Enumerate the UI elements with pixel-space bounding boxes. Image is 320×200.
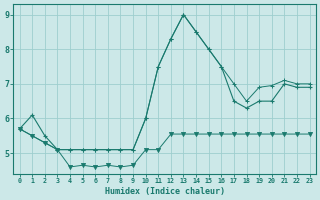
X-axis label: Humidex (Indice chaleur): Humidex (Indice chaleur) — [105, 187, 225, 196]
